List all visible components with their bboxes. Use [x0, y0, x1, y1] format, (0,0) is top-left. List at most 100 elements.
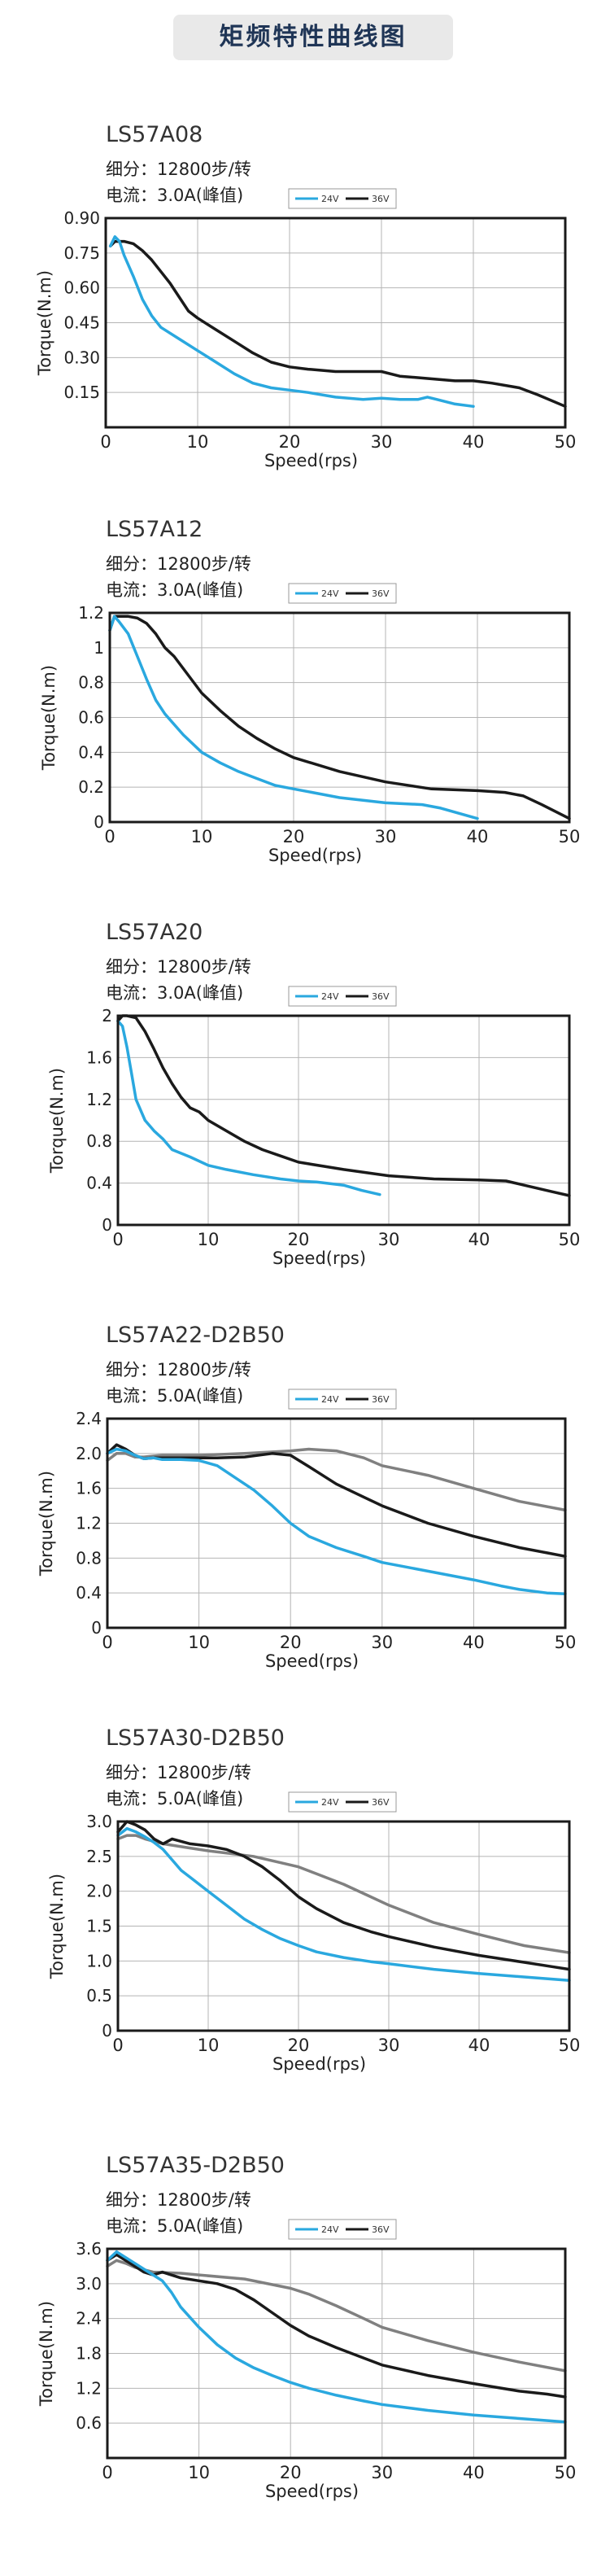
y-tick-label: 2.0 [76, 1444, 102, 1463]
plot-frame [106, 1417, 567, 1629]
spec-microstep: 细分：12800步/转 [106, 1360, 251, 1380]
chart-block: LS57A35-D2B50 细分：12800步/转 电流：5.0A(峰值) 0 10 20… [0, 2153, 610, 2576]
y-tick-label: 0.60 [63, 278, 100, 298]
x-tick-label: 40 [463, 432, 485, 452]
x-axis-label: Speed(rps) [272, 2054, 366, 2074]
y-axis-label: Torque(N.m) [47, 1068, 67, 1174]
y-tick-label: 2 [102, 1006, 112, 1026]
x-tick-label: 0 [102, 2463, 112, 2482]
spec-microstep: 细分：12800步/转 [106, 1763, 251, 1782]
spec-microstep: 细分：12800步/转 [106, 160, 251, 179]
x-tick-label: 0 [102, 1633, 112, 1652]
torque-speed-chart: 0 10 20 30 40 50 0 0.2 0.4 0.6 0.8 1 1.2 Speed(rps) To… [39, 583, 580, 865]
series-line-24v [106, 2250, 567, 2424]
series-line-36v [108, 614, 571, 820]
y-tick-label: 0 [102, 1215, 112, 1235]
x-tick-label: 30 [371, 432, 393, 452]
chart-title: LS57A22-D2B50 [106, 1323, 285, 1348]
x-tick-label: 30 [371, 2463, 393, 2482]
x-tick-label: 20 [280, 2463, 302, 2482]
x-tick-label: 40 [467, 827, 489, 846]
y-axis-label: Torque(N.m) [47, 1874, 67, 1979]
x-tick-label: 10 [198, 1230, 220, 1249]
y-tick-label: 0.8 [78, 673, 104, 693]
y-tick-label: 0.6 [76, 2413, 102, 2433]
chart-title: LS57A08 [106, 122, 203, 147]
x-tick-label: 0 [112, 1230, 123, 1249]
y-tick-label: 0.4 [76, 1583, 102, 1603]
y-tick-label: 0 [94, 812, 104, 832]
series-line-grey [106, 2259, 567, 2373]
x-tick-label: 0 [104, 827, 115, 846]
legend-label: 24V [321, 2224, 339, 2235]
chart-title: LS57A20 [106, 920, 203, 945]
spec-current: 电流：5.0A(峰值) [106, 1789, 244, 1808]
y-tick-label: 1.6 [86, 1047, 112, 1067]
plot-frame [116, 1014, 571, 1227]
x-tick-label: 30 [371, 1633, 393, 1652]
legend-box [288, 2219, 397, 2240]
plot-frame [104, 216, 567, 429]
y-tick-label: 0.5 [86, 1986, 112, 2005]
x-tick-label: 30 [375, 827, 397, 846]
series-line-24v [116, 1019, 381, 1196]
x-tick-label: 50 [555, 2463, 577, 2482]
x-axis-label: Speed(rps) [265, 1651, 359, 1671]
y-tick-label: 1.6 [76, 1479, 102, 1498]
series-line-grey [116, 1834, 571, 1954]
chart-block: LS57A22-D2B50 细分：12800步/转 电流：5.0A(峰值) 0 10 20… [0, 1323, 610, 1746]
x-tick-label: 0 [112, 2036, 123, 2055]
x-tick-label: 10 [187, 432, 209, 452]
legend-label: 24V [321, 1394, 339, 1405]
y-tick-label: 1.2 [86, 1090, 112, 1109]
x-tick-label: 10 [198, 2036, 220, 2055]
x-tick-label: 10 [191, 827, 213, 846]
y-tick-label: 0.4 [86, 1174, 112, 1193]
plot-frame [106, 2247, 567, 2460]
x-tick-label: 40 [463, 1633, 485, 1652]
page-title: 矩频特性曲线图 [173, 15, 453, 60]
y-tick-label: 1 [94, 638, 104, 658]
series-line-grey [106, 1447, 567, 1512]
torque-speed-chart: 0 10 20 30 40 50 0 0.4 0.8 1.2 1.6 2.0 2.4 Speed(rps)… [37, 1389, 577, 1671]
x-axis-label: Speed(rps) [272, 1249, 366, 1268]
y-tick-label: 0.8 [86, 1131, 112, 1151]
y-tick-label: 0.30 [63, 348, 100, 367]
y-axis-label: Torque(N.m) [39, 665, 59, 771]
spec-current: 电流：3.0A(峰值) [106, 983, 244, 1003]
chart-block: LS57A12 细分：12800步/转 电流：3.0A(峰值) 0 10 20 30 40 50… [0, 517, 610, 940]
x-axis-label: Speed(rps) [268, 846, 362, 865]
plot-frame [108, 611, 571, 824]
chart-block: LS57A20 细分：12800步/转 电流：3.0A(峰值) 0 10 20 30 40 50… [0, 920, 610, 1343]
y-tick-label: 0.75 [63, 243, 100, 263]
chart-title: LS57A35-D2B50 [106, 2153, 285, 2178]
series-line-24v [108, 235, 475, 409]
y-tick-label: 0 [102, 2021, 112, 2040]
legend-label: 24V [321, 991, 339, 1002]
legend-label: 36V [372, 1797, 390, 1808]
series-line-24v [116, 1826, 571, 1983]
series-line-24v [106, 1447, 567, 1595]
y-axis-label: Torque(N.m) [37, 1471, 56, 1577]
spec-current: 电流：3.0A(峰值) [106, 580, 244, 600]
x-tick-label: 10 [188, 2463, 210, 2482]
y-tick-label: 3.6 [76, 2239, 102, 2259]
x-axis-label: Speed(rps) [264, 451, 358, 470]
series-line-36v [106, 2253, 567, 2399]
x-tick-label: 30 [378, 2036, 400, 2055]
legend-label: 36V [372, 2224, 390, 2235]
x-tick-label: 20 [280, 1633, 302, 1652]
series-line-36v [108, 239, 567, 409]
y-tick-label: 0.45 [63, 313, 100, 333]
x-tick-label: 0 [100, 432, 111, 452]
legend-label: 24V [321, 588, 339, 599]
x-tick-label: 50 [559, 2036, 581, 2055]
y-tick-label: 0 [91, 1618, 102, 1638]
x-tick-label: 50 [555, 1633, 577, 1652]
x-tick-label: 50 [559, 1230, 581, 1249]
y-tick-label: 0.15 [63, 383, 100, 402]
x-tick-label: 20 [279, 432, 301, 452]
series-line-36v [106, 1443, 567, 1558]
y-tick-label: 2.0 [86, 1882, 112, 1901]
x-tick-label: 40 [463, 2463, 485, 2482]
